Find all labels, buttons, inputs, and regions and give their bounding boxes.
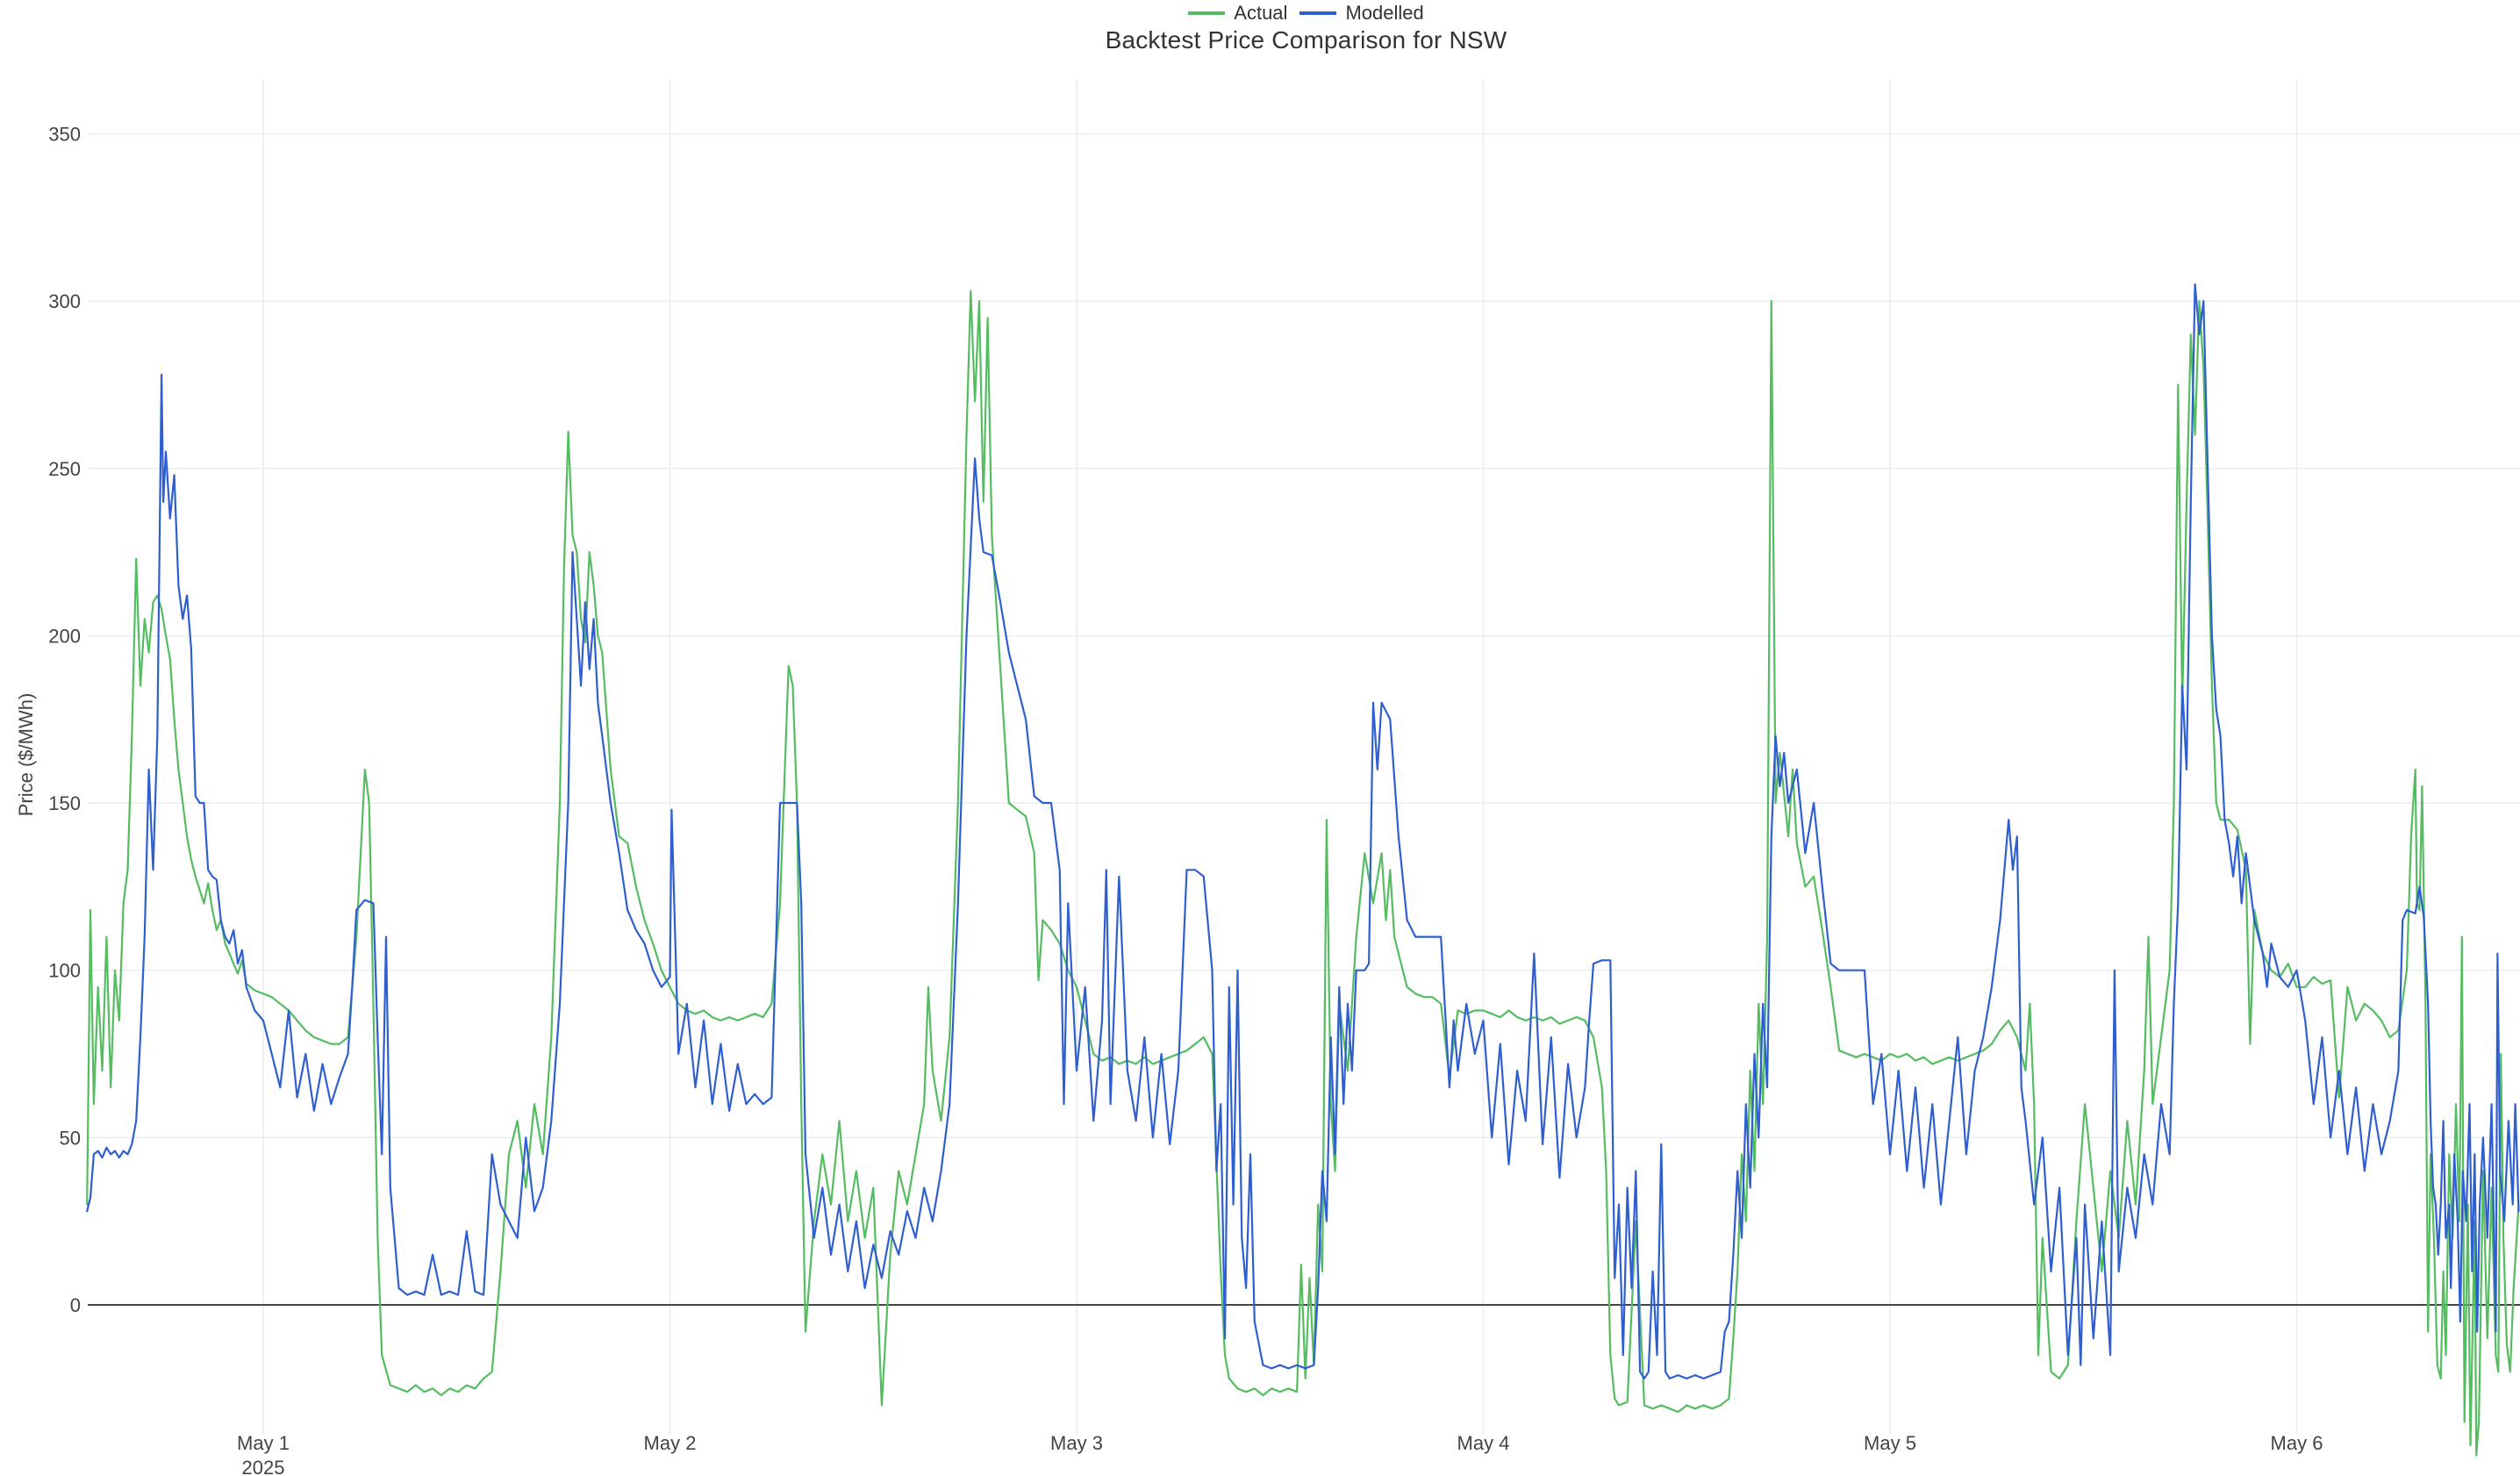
legend-label-modelled: Modelled xyxy=(1345,2,1424,24)
x-tick-label: May 2 xyxy=(644,1432,697,1454)
y-tick-label: 300 xyxy=(48,290,81,312)
legend-item-actual[interactable]: Actual xyxy=(1188,2,1287,25)
y-tick-label: 50 xyxy=(60,1127,81,1149)
y-axis-title: Price ($/MWh) xyxy=(15,692,37,817)
actual-line-swatch xyxy=(1188,11,1226,15)
y-tick-label: 350 xyxy=(48,123,81,145)
y-tick-label: 200 xyxy=(48,625,81,647)
x-tick-label: May 3 xyxy=(1050,1432,1103,1454)
legend-label-actual: Actual xyxy=(1234,2,1288,24)
x-tick-label: May 1 xyxy=(237,1432,290,1454)
modelled-series-line[interactable] xyxy=(86,283,2520,1380)
y-tick-label: 100 xyxy=(48,960,81,982)
modelled-line-swatch xyxy=(1299,11,1337,15)
x-tick-sublabel: 2025 xyxy=(242,1457,285,1476)
x-tick-label: May 6 xyxy=(2271,1432,2323,1454)
legend: Actual Modelled xyxy=(1188,2,1424,25)
legend-item-modelled[interactable]: Modelled xyxy=(1299,2,1424,25)
x-tick-label: May 5 xyxy=(1864,1432,1916,1454)
x-tick-label: May 4 xyxy=(1457,1432,1510,1454)
actual-series-line[interactable] xyxy=(86,290,2520,1457)
y-tick-label: 0 xyxy=(70,1294,81,1316)
y-tick-label: 150 xyxy=(48,792,81,814)
y-tick-label: 250 xyxy=(48,458,81,480)
